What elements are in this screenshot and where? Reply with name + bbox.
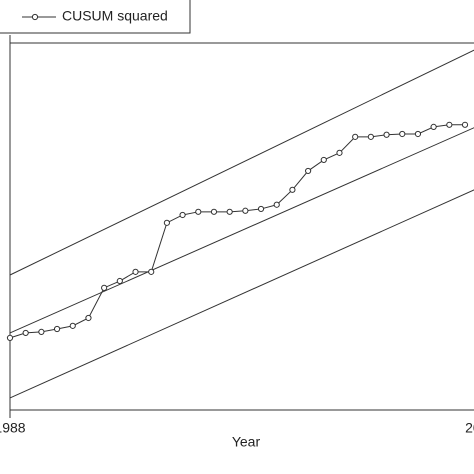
- x-axis-label: Year: [232, 434, 261, 450]
- point: [367, 133, 374, 140]
- point: [22, 329, 29, 337]
- point: [226, 208, 233, 215]
- point: [148, 268, 155, 275]
- point: [305, 167, 312, 175]
- point: [399, 130, 406, 138]
- point: [6, 334, 14, 342]
- point: [446, 121, 453, 128]
- bound-line: [9, 49, 474, 276]
- point: [210, 208, 218, 215]
- legend-label: CUSUM squared: [62, 8, 168, 24]
- legend-marker: [31, 13, 39, 21]
- point: [289, 186, 296, 193]
- point: [132, 268, 139, 275]
- bound-line: [9, 127, 474, 334]
- x-tick-label: 2018: [465, 420, 474, 436]
- point: [383, 131, 390, 138]
- point: [38, 328, 45, 335]
- point: [85, 314, 92, 322]
- point: [414, 130, 422, 138]
- point: [320, 156, 327, 164]
- point: [430, 123, 437, 130]
- point: [101, 284, 108, 291]
- point: [257, 205, 265, 213]
- point: [242, 207, 249, 214]
- point: [163, 219, 170, 226]
- x-tick-label: 1988: [0, 420, 26, 436]
- point: [179, 211, 186, 219]
- point: [461, 121, 469, 128]
- point: [273, 201, 280, 208]
- point: [195, 208, 202, 215]
- point: [336, 149, 343, 156]
- point: [116, 277, 123, 285]
- point: [53, 325, 61, 333]
- point: [352, 133, 359, 140]
- bound-line: [9, 189, 474, 399]
- point: [69, 322, 76, 329]
